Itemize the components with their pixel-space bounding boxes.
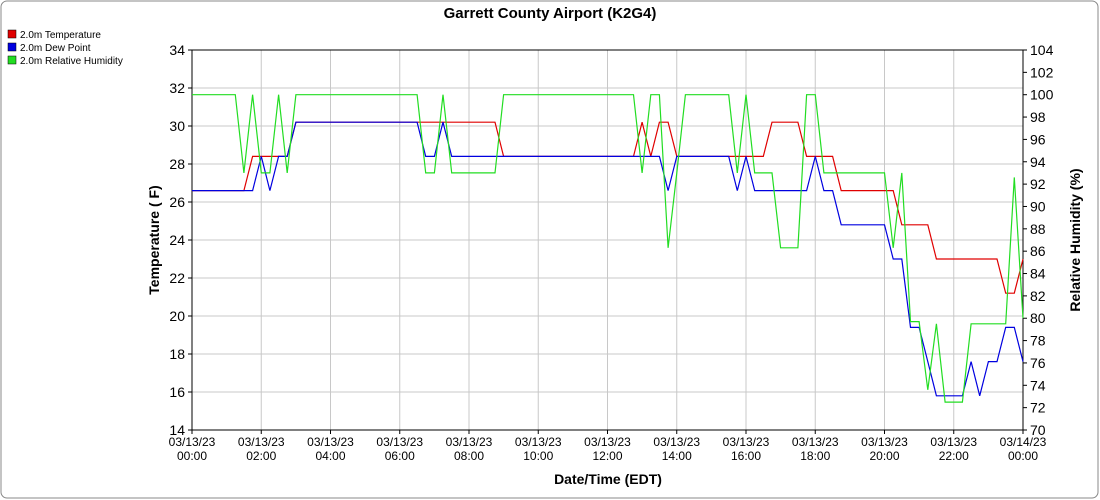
y2-tick-label: 78 [1030, 333, 1046, 349]
y2-tick-label: 88 [1030, 221, 1046, 237]
x-tick-label: 03/13/23 02:00 [238, 435, 285, 463]
x-tick-label: 03/13/23 14:00 [653, 435, 700, 463]
y-tick-label: 24 [169, 232, 185, 248]
x-tick-label: 03/13/23 22:00 [930, 435, 977, 463]
x-tick-label: 03/13/23 00:00 [169, 435, 216, 463]
y2-tick-label: 74 [1030, 377, 1046, 393]
y-tick-label: 34 [169, 42, 185, 58]
y-tick-label: 16 [169, 384, 185, 400]
y-tick-label: 22 [169, 270, 185, 286]
y-tick-label: 28 [169, 156, 185, 172]
x-tick-label: 03/13/23 04:00 [307, 435, 354, 463]
x-tick-label: 03/13/23 10:00 [515, 435, 562, 463]
x-axis-label: Date/Time (EDT) [554, 471, 662, 487]
y2-tick-label: 90 [1030, 198, 1046, 214]
x-tick-label: 03/13/23 16:00 [723, 435, 770, 463]
legend-label: 2.0m Temperature [20, 30, 101, 41]
y-tick-label: 30 [169, 118, 185, 134]
y-tick-label: 20 [169, 308, 185, 324]
y2-tick-label: 84 [1030, 266, 1046, 282]
y-tick-label: 32 [169, 80, 185, 96]
legend-swatch [7, 29, 17, 39]
x-tick-label: 03/13/23 08:00 [446, 435, 493, 463]
y2-tick-label: 100 [1030, 87, 1054, 103]
y2-tick-label: 72 [1030, 400, 1046, 416]
y2-tick-label: 86 [1030, 243, 1046, 259]
series-line [192, 121, 1024, 397]
y2-tick-label: 92 [1030, 176, 1046, 192]
y2-tick-label: 104 [1030, 42, 1054, 58]
legend-swatch [7, 42, 17, 52]
legend-swatch [7, 55, 17, 65]
legend-label: 2.0m Relative Humidity [20, 56, 123, 67]
y2-tick-label: 80 [1030, 310, 1046, 326]
legend-label: 2.0m Dew Point [20, 43, 91, 54]
x-tick-label: 03/13/23 12:00 [584, 435, 631, 463]
y2-tick-label: 76 [1030, 355, 1046, 371]
y2-tick-label: 96 [1030, 131, 1046, 147]
y2-tick-label: 98 [1030, 109, 1046, 125]
x-tick-label: 03/13/23 18:00 [792, 435, 839, 463]
y2-tick-label: 102 [1030, 64, 1054, 80]
plot-border [191, 49, 1024, 431]
y2-tick-label: 94 [1030, 154, 1046, 170]
x-tick-label: 03/13/23 20:00 [861, 435, 908, 463]
x-tick-label: 03/13/23 06:00 [376, 435, 423, 463]
y2-tick-label: 82 [1030, 288, 1046, 304]
y-tick-label: 18 [169, 346, 185, 362]
y-axis-label: Temperature ( F) [146, 185, 162, 294]
series-line [192, 94, 1024, 403]
y-tick-label: 14 [169, 422, 185, 438]
chart-title: Garrett County Airport (K2G4) [444, 5, 657, 22]
y-tick-label: 26 [169, 194, 185, 210]
y2-tick-label: 70 [1030, 422, 1046, 438]
x-tick-label: 03/14/23 00:00 [1000, 435, 1047, 463]
y2-axis-label: Relative Humidity (%) [1067, 168, 1083, 311]
